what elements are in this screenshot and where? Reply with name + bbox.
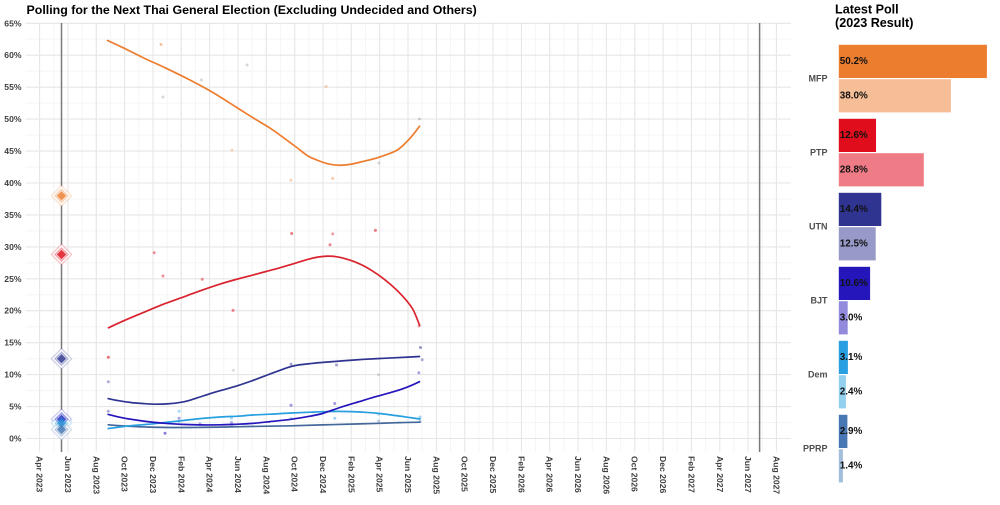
svg-text:Feb 2025: Feb 2025 xyxy=(346,456,356,493)
svg-text:12.5%: 12.5% xyxy=(840,238,868,249)
svg-text:3.0%: 3.0% xyxy=(840,312,863,323)
svg-text:3.1%: 3.1% xyxy=(840,352,863,363)
svg-text:5%: 5% xyxy=(9,402,22,412)
svg-text:Jun 2027: Jun 2027 xyxy=(743,456,753,493)
svg-text:1.4%: 1.4% xyxy=(840,460,863,471)
svg-text:Dec 2026: Dec 2026 xyxy=(658,456,668,493)
svg-text:Jun 2025: Jun 2025 xyxy=(403,456,413,493)
svg-text:Apr 2027: Apr 2027 xyxy=(715,456,725,493)
svg-text:Feb 2027: Feb 2027 xyxy=(686,456,696,493)
svg-text:Latest Poll: Latest Poll xyxy=(835,3,899,17)
svg-text:Dec 2023: Dec 2023 xyxy=(148,456,158,493)
svg-text:60%: 60% xyxy=(4,50,22,60)
svg-text:15%: 15% xyxy=(4,338,22,348)
svg-text:50%: 50% xyxy=(4,114,22,124)
svg-text:45%: 45% xyxy=(4,146,22,156)
svg-text:(2023 Result): (2023 Result) xyxy=(835,16,913,30)
svg-text:Dec 2024: Dec 2024 xyxy=(318,456,328,493)
svg-text:20%: 20% xyxy=(4,306,22,316)
svg-text:65%: 65% xyxy=(4,18,22,28)
svg-text:Aug 2023: Aug 2023 xyxy=(91,456,101,494)
svg-text:10%: 10% xyxy=(4,370,22,380)
svg-text:PTP: PTP xyxy=(810,148,828,158)
svg-text:Dem: Dem xyxy=(808,370,828,380)
svg-text:Aug 2027: Aug 2027 xyxy=(771,456,781,494)
svg-text:40%: 40% xyxy=(4,178,22,188)
svg-text:UTN: UTN xyxy=(809,222,828,232)
svg-text:Jun 2023: Jun 2023 xyxy=(63,456,73,493)
svg-text:Oct 2026: Oct 2026 xyxy=(630,456,640,492)
svg-text:28.8%: 28.8% xyxy=(840,164,868,175)
svg-text:Dec 2025: Dec 2025 xyxy=(488,456,498,493)
svg-text:Feb 2026: Feb 2026 xyxy=(516,456,526,493)
svg-text:35%: 35% xyxy=(4,210,22,220)
svg-text:Aug 2026: Aug 2026 xyxy=(601,456,611,494)
svg-text:Jun 2026: Jun 2026 xyxy=(573,456,583,493)
svg-text:MFP: MFP xyxy=(809,74,828,84)
svg-text:Feb 2024: Feb 2024 xyxy=(176,456,186,493)
svg-text:2.9%: 2.9% xyxy=(840,426,863,437)
svg-text:Oct 2025: Oct 2025 xyxy=(460,456,470,492)
svg-text:10.6%: 10.6% xyxy=(840,278,868,289)
svg-text:2.4%: 2.4% xyxy=(840,386,863,397)
svg-text:55%: 55% xyxy=(4,82,22,92)
svg-text:Aug 2025: Aug 2025 xyxy=(431,456,441,494)
svg-text:Oct 2024: Oct 2024 xyxy=(290,456,300,492)
svg-text:25%: 25% xyxy=(4,274,22,284)
svg-text:12.6%: 12.6% xyxy=(840,130,868,141)
svg-text:38.0%: 38.0% xyxy=(840,90,868,101)
svg-text:50.2%: 50.2% xyxy=(840,56,868,67)
svg-text:PPRP: PPRP xyxy=(803,444,828,454)
svg-text:Jun 2024: Jun 2024 xyxy=(233,456,243,493)
svg-text:14.4%: 14.4% xyxy=(840,204,868,215)
svg-text:Apr 2026: Apr 2026 xyxy=(545,456,555,493)
svg-text:Apr 2024: Apr 2024 xyxy=(205,456,215,493)
svg-text:30%: 30% xyxy=(4,242,22,252)
svg-text:0%: 0% xyxy=(9,434,22,444)
svg-text:Polling for the Next Thai Gene: Polling for the Next Thai General Electi… xyxy=(27,3,477,17)
svg-text:BJT: BJT xyxy=(810,296,828,306)
svg-text:Oct 2023: Oct 2023 xyxy=(120,456,130,492)
svg-text:Aug 2024: Aug 2024 xyxy=(261,456,271,494)
svg-text:Apr 2023: Apr 2023 xyxy=(35,456,45,493)
svg-text:Apr 2025: Apr 2025 xyxy=(375,456,385,493)
